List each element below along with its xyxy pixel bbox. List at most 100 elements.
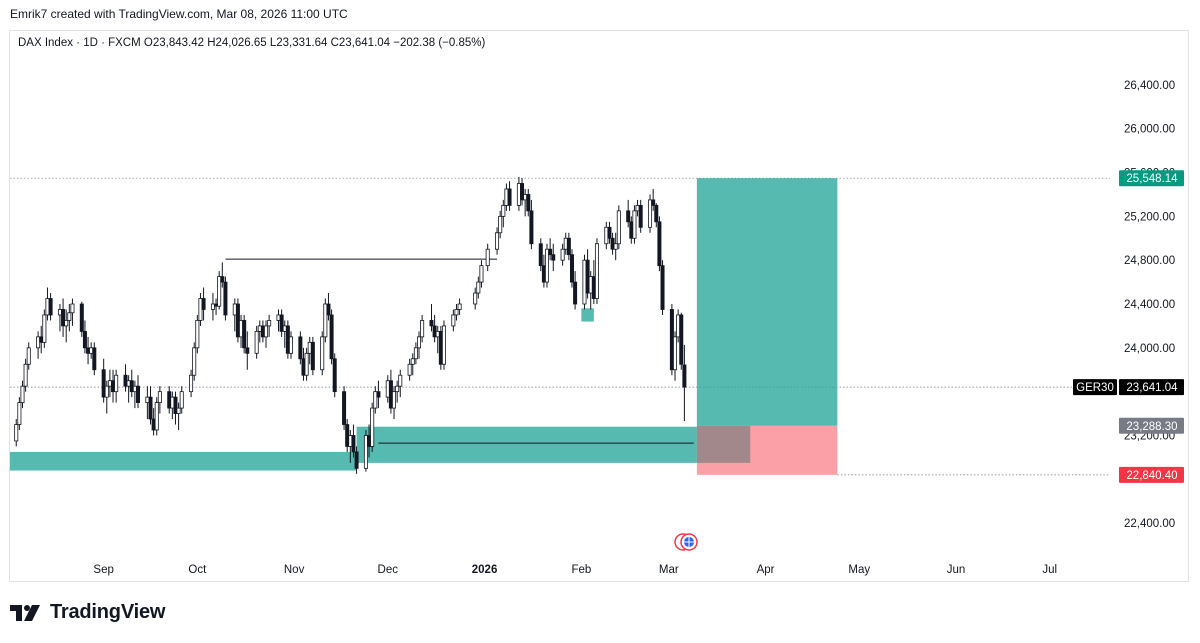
candle-body — [61, 309, 66, 327]
candle-bull — [36, 331, 41, 359]
tradingview-logo[interactable]: TradingView — [10, 601, 165, 624]
candle-bear — [657, 216, 662, 272]
candle-bear — [136, 375, 141, 409]
candle-body — [654, 204, 659, 223]
candle-body — [323, 303, 328, 338]
candle-bull — [176, 402, 181, 430]
candle-bull — [70, 298, 75, 326]
candle-body — [82, 330, 87, 349]
candle-body — [354, 451, 359, 469]
candle-bull — [501, 199, 506, 228]
candle-body — [392, 391, 397, 409]
candle-body — [413, 347, 418, 360]
tradingview-logo-text: TradingView — [50, 601, 166, 623]
candle-body — [151, 418, 156, 431]
candle-body — [476, 281, 481, 294]
candle-body — [92, 347, 97, 371]
candle-bear — [566, 232, 571, 261]
candle-body — [682, 364, 687, 388]
stop-price-label: 22,840.40 — [1126, 470, 1177, 482]
price-labels-layer: 25,548.14 23,641.04 GER30 23,288.30 22,840.4… — [1073, 170, 1184, 483]
candle-bull — [373, 386, 378, 414]
candle-body — [560, 248, 565, 261]
candle-body — [616, 210, 621, 245]
candle-bull — [198, 293, 203, 326]
candle-bear — [245, 331, 250, 370]
candle-body — [264, 325, 269, 338]
candle-bull — [435, 325, 440, 354]
candle-bull — [157, 386, 162, 414]
candle-body — [363, 435, 368, 469]
current-price-label: 23,641.04 — [1126, 382, 1178, 394]
candle-bear — [538, 238, 543, 272]
candle-body — [348, 435, 353, 447]
candle-bull — [45, 287, 50, 321]
candle-bull — [498, 210, 503, 239]
candle-body — [541, 265, 546, 283]
candle-body — [454, 309, 459, 316]
candle-body — [473, 292, 478, 305]
candle-bear — [388, 369, 393, 414]
candle-body — [613, 243, 618, 250]
candle-bear — [173, 391, 178, 425]
candle-body — [676, 314, 681, 338]
candle-bear — [129, 369, 134, 398]
candle-body — [217, 276, 222, 307]
candle-bear — [591, 260, 596, 304]
candle-body — [276, 314, 281, 321]
candle-bull — [417, 331, 422, 359]
y-tick-label: 26,000.00 — [1124, 124, 1175, 136]
candle-body — [279, 314, 284, 332]
candle-body — [370, 407, 375, 447]
candle-bear — [541, 254, 546, 288]
x-tick-label: Apr — [757, 564, 775, 576]
candle-bear — [429, 304, 434, 332]
x-tick-label: Jul — [1042, 564, 1057, 576]
candle-body — [548, 248, 553, 256]
candle-body — [201, 298, 206, 310]
candle-bear — [669, 304, 674, 376]
symbol-tag-bg — [1073, 379, 1117, 396]
candle-bull — [385, 375, 390, 403]
candle-bull — [504, 183, 509, 211]
candle-bear — [629, 216, 634, 244]
candle-body — [551, 254, 556, 261]
candle-body — [479, 265, 484, 283]
candle-body — [39, 336, 44, 343]
candle-body — [132, 385, 137, 393]
candle-bear — [48, 293, 53, 321]
candle-bull — [648, 194, 653, 233]
candle-bear — [332, 353, 337, 398]
candle-body — [526, 194, 531, 212]
candle-body — [167, 391, 172, 409]
candle-body — [136, 385, 141, 404]
candle-bull — [104, 380, 109, 414]
candle-body — [441, 325, 446, 365]
candle-body — [635, 204, 640, 212]
candle-bear — [220, 262, 225, 288]
candle-body — [179, 391, 184, 409]
candle-bull — [616, 205, 621, 250]
candle-bear — [301, 347, 306, 381]
candle-bull — [14, 419, 19, 447]
candle-body — [235, 303, 240, 338]
candle-body — [242, 320, 247, 349]
broker-icons[interactable] — [674, 533, 698, 551]
candle-bull — [42, 309, 47, 348]
chart-frame[interactable] — [9, 30, 1189, 582]
candle-body — [351, 435, 356, 453]
position-open-overlay — [696, 425, 751, 463]
entry-price-label-bg — [1119, 417, 1184, 434]
candle-bull — [395, 380, 400, 403]
candle-bear — [651, 188, 656, 211]
y-tick-label: 26,400.00 — [1124, 80, 1175, 92]
candle-bear — [151, 408, 156, 436]
candle-body — [86, 347, 91, 354]
candle-body — [632, 210, 637, 239]
candle-body — [232, 303, 237, 316]
candle-bull — [451, 309, 456, 332]
candle-body — [282, 325, 287, 332]
symbol-tag: GER30 — [1076, 382, 1114, 394]
candle-body — [210, 303, 215, 310]
